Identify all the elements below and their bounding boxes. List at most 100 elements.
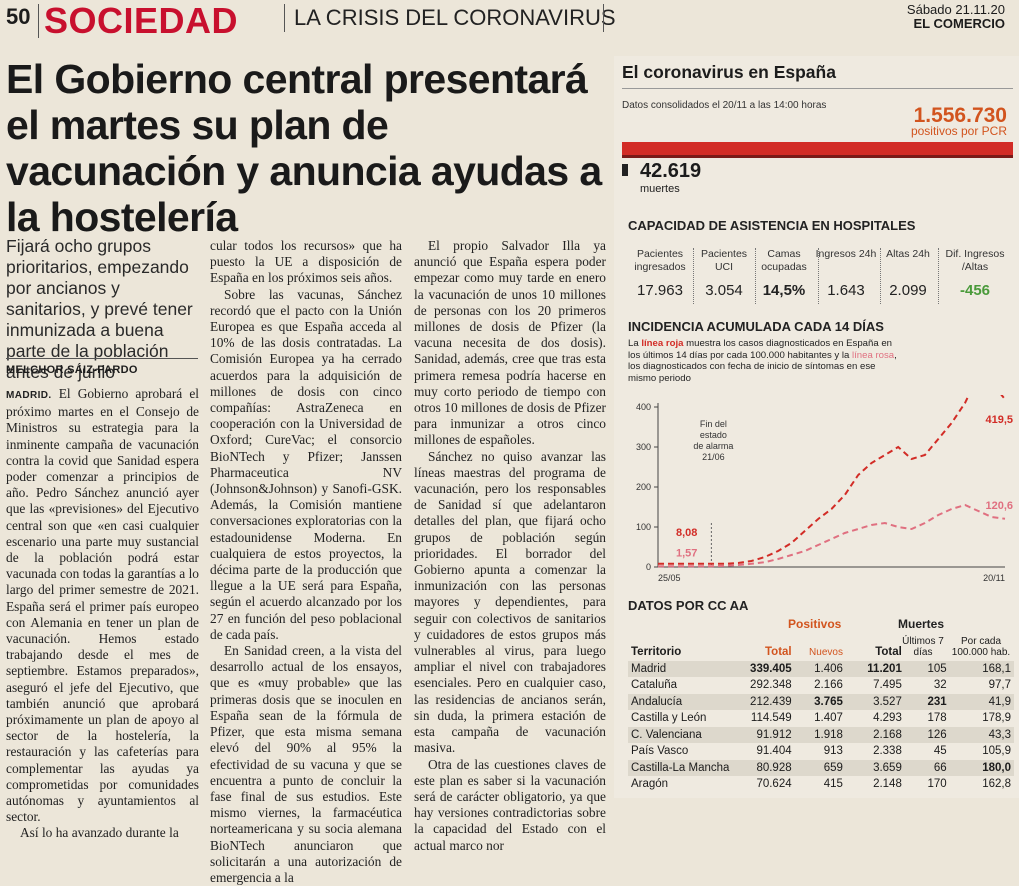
cell-deaths: 2.168 [845, 726, 905, 743]
column-header: Últimos 7 días [902, 636, 944, 658]
article-column-2: cular todos los recursos» que ha puesto … [210, 238, 402, 886]
column-header [905, 632, 950, 661]
cell-deaths: 3.527 [845, 693, 905, 710]
deaths-marker-icon [622, 164, 628, 176]
regions-table: Territorio Total Nuevos Total Madrid 339.… [628, 632, 1014, 793]
hospital-stat: Pacientes ingresados 17.963 [628, 248, 692, 299]
hospital-stat: Dif. Ingresos /Altas -456 [938, 248, 1012, 299]
cell-territory: Castilla-La Mancha [628, 759, 736, 776]
desc-red-line: línea roja [641, 338, 684, 349]
cell-last7: 170 [927, 778, 947, 791]
byline: MELCHOR SÁIZ-PARDO [6, 364, 138, 376]
value-annotation: 120,6 [985, 500, 1013, 512]
cell-total: 212.439 [735, 693, 795, 710]
deaths-label: muertes [640, 183, 680, 195]
cell-total: 91.912 [735, 726, 795, 743]
cell-new: 1.406 [794, 660, 846, 677]
column-header: Total [875, 646, 902, 659]
cell-deaths: 7.495 [873, 679, 902, 692]
deaths-bar [622, 155, 1013, 158]
cell-per100k: 97,7 [988, 679, 1011, 692]
deaths-group-header: Muertes [898, 617, 945, 631]
stat-label: Dif. Ingresos /Altas [945, 248, 1005, 273]
cell-last7: 126 [904, 726, 950, 743]
stat-value: 17.963 [637, 282, 683, 299]
cell-new: 3.765 [794, 693, 846, 710]
stat-value: -456 [959, 282, 991, 299]
alarm-annotation: de alarma [693, 441, 733, 451]
desc-pink-line: línea rosa [852, 349, 895, 361]
cell-deaths: 2.338 [873, 745, 902, 758]
stat-label: Altas 24h [886, 248, 930, 260]
cell-total: 80.928 [735, 759, 795, 776]
positives-total: 1.556.730 [913, 104, 1007, 127]
cell-new: 415 [823, 778, 843, 791]
cell-per100k: 162,8 [982, 778, 1011, 791]
cell-total: 70.624 [756, 778, 792, 791]
value-annotation: 419,5 [985, 414, 1013, 426]
data-date: Datos consolidados el 20/11 a las 14:00 … [622, 100, 827, 111]
cell-territory: Cataluña [631, 679, 678, 692]
cell-last7: 32 [933, 679, 947, 692]
cell-deaths: 4.293 [873, 712, 902, 725]
cell-per100k: 168,1 [949, 660, 1014, 677]
paragraph: Así lo ha avanzado durante la [20, 825, 179, 841]
alarm-annotation: 21/06 [702, 452, 725, 462]
stat-divider [880, 248, 881, 304]
title-divider [622, 88, 1013, 89]
stat-value: 1.643 [827, 282, 865, 299]
issue-date: Sábado 21.11.20 [906, 2, 1005, 17]
topic-label: LA CRISIS DEL CORONAVIRUS [294, 5, 616, 30]
stat-divider [938, 248, 939, 304]
stat-divider [818, 248, 819, 304]
paragraph: Sánchez no quiso avanzar las líneas maes… [414, 448, 606, 756]
newspaper-name: EL COMERCIO [913, 16, 1006, 31]
stat-label: Camas ocupadas [761, 248, 807, 273]
y-tick-label: 0 [646, 562, 651, 572]
hospital-stat: Pacientes UCI 3.054 [692, 248, 756, 299]
y-tick-label: 100 [636, 522, 651, 532]
value-annotation: 8,08 [676, 527, 697, 539]
cell-last7: 66 [904, 759, 950, 776]
stat-label: Pacientes UCI [700, 248, 748, 273]
desc-text: , los diagnosticados con fecha de inicio… [628, 349, 897, 384]
article-column-3: El propio Salvador Illa ya anunció que E… [414, 238, 606, 854]
cell-territory: Madrid [628, 660, 736, 677]
series-line-pink [657, 503, 1006, 568]
column-header: Total [765, 646, 792, 659]
stat-value: 14,5% [762, 282, 806, 299]
cell-new: 1.918 [794, 726, 846, 743]
cell-per100k: 41,9 [949, 693, 1014, 710]
stat-divider [693, 248, 694, 304]
cell-territory: Castilla y León [631, 712, 707, 725]
stat-label: Pacientes ingresados [634, 248, 686, 273]
x-tick-label: 20/11 [983, 573, 1005, 583]
stat-value: 2.099 [889, 282, 927, 299]
alarm-annotation: estado [700, 430, 727, 440]
cell-territory: C. Valenciana [628, 726, 736, 743]
table-row: C. Valenciana 91.912 1.918 2.168 126 43,3 [628, 726, 1014, 743]
article-headline: El Gobierno central presentará el martes… [6, 56, 602, 240]
positives-group-header: Positivos [788, 617, 842, 631]
paragraph: Otra de las cuestiones claves de este pl… [414, 756, 606, 853]
cell-last7: 105 [904, 660, 950, 677]
section-title: SOCIEDAD [44, 0, 239, 41]
y-tick-label: 200 [636, 482, 651, 492]
table-row: País Vasco 91.404 913 2.338 45 105,9 [628, 743, 1014, 760]
cell-new: 2.166 [814, 679, 843, 692]
paragraph: Sobre las vacunas, Sánchez recordó que e… [210, 286, 402, 642]
table-row: Aragón 70.624 415 2.148 170 162,8 [628, 776, 1014, 793]
paragraph: El propio Salvador Illa ya anunció que E… [414, 238, 606, 448]
paragraph: El Gobierno aprobará el próximo martes e… [6, 386, 199, 825]
table-row: Madrid 339.405 1.406 11.201 105 168,1 [628, 660, 1014, 677]
cell-per100k: 180,0 [949, 759, 1014, 776]
table-title: DATOS POR CC AA [628, 598, 749, 613]
desc-text: La [628, 338, 642, 349]
positives-label: positivos por PCR [910, 124, 1007, 138]
chart-description: La línea roja muestra los casos diagnost… [628, 338, 898, 384]
header-divider [284, 4, 285, 32]
cell-last7: 178 [927, 712, 947, 725]
alarm-annotation: Fin del [700, 419, 727, 429]
page-number: 50 [6, 4, 31, 29]
